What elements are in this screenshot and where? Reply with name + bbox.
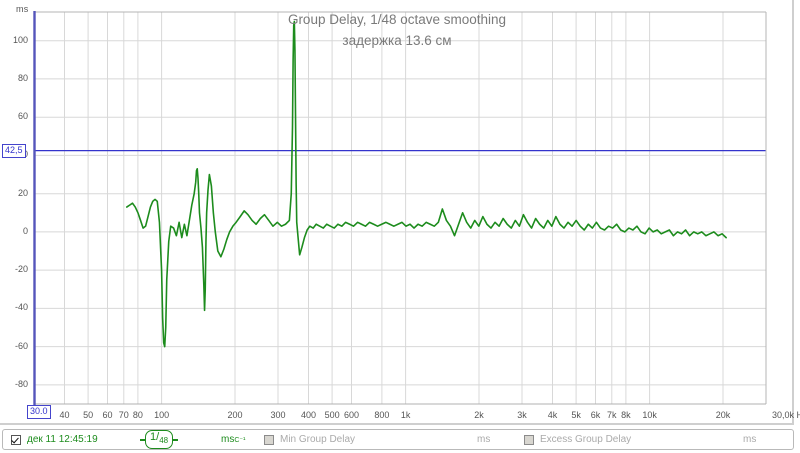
trace-checkbox-icon[interactable] <box>11 434 21 445</box>
excess-group-delay-toggle[interactable]: Excess Group Delay <box>524 434 631 445</box>
x-tick-label: 6k <box>590 410 601 420</box>
x-tick-label: 10k <box>642 410 657 420</box>
x-tick-label: 5k <box>571 410 581 420</box>
x-tick-label: 2k <box>474 410 484 420</box>
x-tick-label: 50 <box>83 410 94 420</box>
x-tick-label: 30,0k Hz <box>772 410 800 420</box>
y-tick-label: 80 <box>17 72 28 83</box>
y-tick-label: -80 <box>14 378 28 389</box>
min-group-delay-checkbox-icon[interactable] <box>264 434 274 445</box>
x-tick-label: 4k <box>547 410 558 420</box>
x-tick-label: 40 <box>59 410 70 420</box>
trace-layer <box>125 20 727 348</box>
x-tick-label: 7k <box>607 410 617 420</box>
excess-group-delay-unit: ms <box>743 434 757 445</box>
trace-toggle[interactable]: дек 11 12:45:19 <box>11 434 98 445</box>
excess-group-delay-unit-wrap: ms <box>743 434 756 445</box>
x-tick-label: 3k <box>517 410 527 420</box>
scale-unit-control[interactable]: ms C⁻¹ <box>221 434 245 445</box>
chart-panel[interactable]: Group Delay, 1/48 octave smoothing задер… <box>0 0 800 425</box>
y-tick-label: -20 <box>14 264 28 275</box>
x-tick-label: 300 <box>270 410 286 420</box>
smoothing-right-dash-icon <box>173 438 179 441</box>
y-tick-label: -60 <box>14 340 28 351</box>
x-tick-label: 600 <box>343 410 360 420</box>
x-tick-label: 70 <box>118 410 129 420</box>
x-tick-label: 80 <box>132 410 143 420</box>
excess-group-delay-checkbox-icon[interactable] <box>524 434 534 445</box>
min-group-delay-toggle[interactable]: Min Group Delay <box>264 434 355 445</box>
trace-label: дек 11 12:45:19 <box>27 434 98 445</box>
y-tick-label: 0 <box>22 225 28 236</box>
y-tick-label: 60 <box>17 111 28 122</box>
x-tick-label: 20k <box>715 410 731 420</box>
plot-background <box>34 12 766 404</box>
y-cursor-value-box[interactable]: 42,5 <box>2 143 26 158</box>
y-tick-label: 100 <box>12 34 28 45</box>
min-group-delay-unit-wrap: ms <box>477 434 490 445</box>
grid-lines <box>34 12 766 404</box>
y-tick-label: 20 <box>17 187 28 198</box>
x-tick-label: 800 <box>374 410 390 420</box>
scale-unit-label: ms <box>221 434 235 445</box>
smoothing-denominator: 48 <box>159 436 169 446</box>
x-tick-label: 60 <box>102 410 113 420</box>
x-tick-label: 200 <box>227 410 243 420</box>
smoothing-control[interactable]: 1/48 <box>140 429 179 450</box>
x-tick-label: 1k <box>400 410 411 420</box>
bottom-toolbar: дек 11 12:45:19 1/48 ms C⁻¹ Min Group Del… <box>2 429 794 450</box>
x-cursor-value-box[interactable]: 30.0 <box>27 405 51 419</box>
x-tick-label: 500 <box>324 410 340 420</box>
min-group-delay-unit: ms <box>477 434 491 445</box>
smoothing-left-dash-icon <box>140 438 145 441</box>
smoothing-numerator: 1 <box>150 430 157 443</box>
x-tick-label: 400 <box>300 410 317 420</box>
x-tick-label: 100 <box>154 410 170 420</box>
smoothing-value[interactable]: 1/48 <box>145 429 174 450</box>
min-group-delay-label: Min Group Delay <box>280 434 356 445</box>
plot-canvas[interactable] <box>0 0 794 425</box>
x-tick-label: 8k <box>621 410 631 420</box>
excess-group-delay-label: Excess Group Delay <box>540 434 632 445</box>
y-tick-label: -40 <box>14 302 28 313</box>
scale-unit-exponent: C⁻¹ <box>234 436 246 444</box>
y-axis-unit-label: ms <box>16 4 29 14</box>
